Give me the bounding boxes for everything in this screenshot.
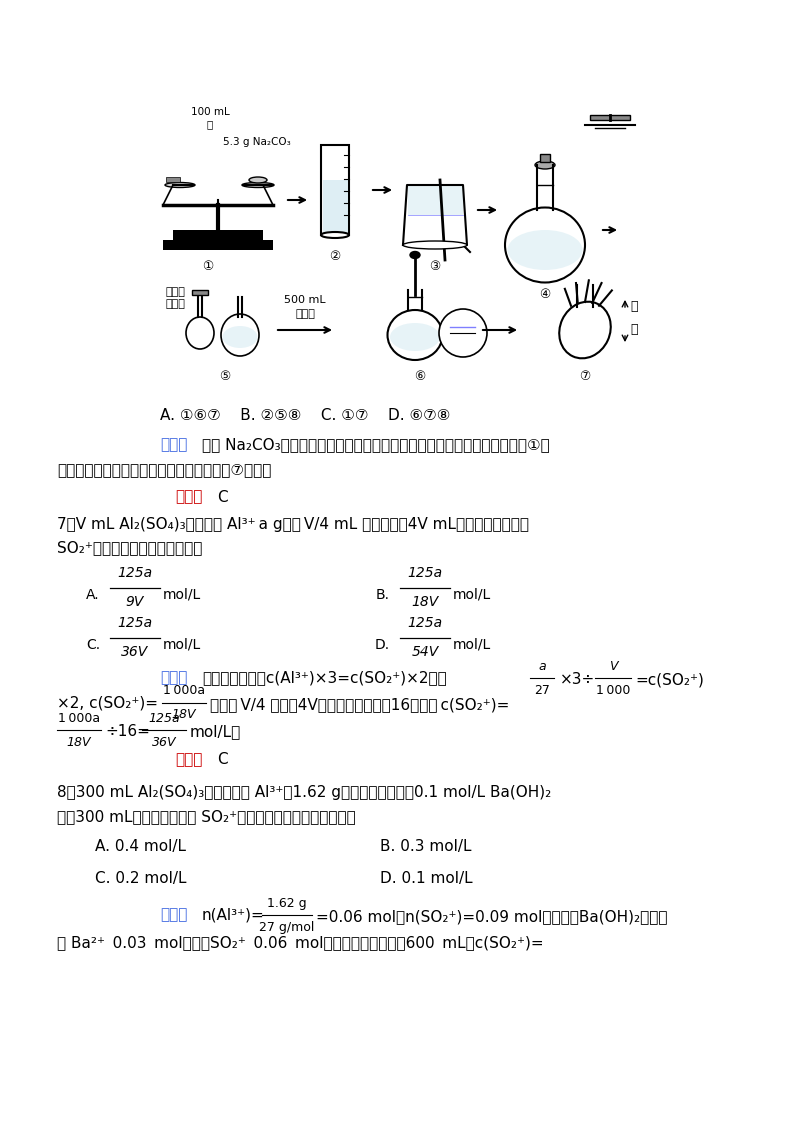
Text: 125a: 125a — [407, 566, 442, 580]
Text: mol/L: mol/L — [453, 638, 491, 652]
Text: mol/L: mol/L — [163, 588, 202, 602]
Text: mol/L。: mol/L。 — [190, 724, 242, 739]
Text: 答案：: 答案： — [175, 489, 202, 505]
Text: B.: B. — [376, 588, 390, 602]
Text: ②: ② — [330, 250, 341, 263]
Text: 36V: 36V — [122, 645, 149, 659]
Ellipse shape — [507, 230, 582, 271]
Text: ×2, c(SO₂⁺)=: ×2, c(SO₂⁺)= — [57, 695, 158, 711]
Bar — [321, 145, 349, 235]
Text: ÷16=: ÷16= — [105, 724, 150, 739]
Ellipse shape — [321, 232, 349, 238]
Text: ⑦: ⑦ — [579, 370, 590, 383]
Text: 500 mL: 500 mL — [284, 295, 326, 305]
Ellipse shape — [165, 182, 195, 188]
Text: 上: 上 — [630, 300, 638, 314]
Text: 1 000a: 1 000a — [163, 685, 205, 697]
Text: ⑥: ⑥ — [414, 370, 426, 383]
Text: C: C — [217, 753, 228, 767]
Ellipse shape — [222, 326, 258, 348]
Text: A. ①⑥⑦    B. ②⑤⑧    C. ①⑦    D. ⑥⑦⑧: A. ①⑥⑦ B. ②⑤⑧ C. ①⑦ D. ⑥⑦⑧ — [160, 408, 450, 422]
Ellipse shape — [403, 241, 467, 249]
Bar — [322, 180, 347, 235]
Text: =0.06 mol，n(SO₂⁺)=0.09 mol。加入的Ba(OH)₂溶液中: =0.06 mol，n(SO₂⁺)=0.09 mol。加入的Ba(OH)₂溶液中 — [316, 909, 667, 925]
Text: a: a — [538, 660, 546, 672]
Text: 1 000a: 1 000a — [58, 712, 100, 724]
Text: 5.3 g Na₂CO₃: 5.3 g Na₂CO₃ — [223, 137, 290, 147]
Text: 27: 27 — [534, 684, 550, 696]
Text: ①: ① — [202, 260, 214, 273]
Text: 54V: 54V — [411, 645, 438, 659]
Text: ×3÷: ×3÷ — [560, 672, 595, 687]
Text: 27 g/mol: 27 g/mol — [259, 920, 314, 934]
Bar — [173, 230, 263, 240]
Text: 125a: 125a — [118, 566, 153, 580]
Text: 下: 下 — [630, 323, 638, 336]
Text: 1.62 g: 1.62 g — [267, 897, 307, 909]
Text: SO₂⁺的物质的量浓度是（　　）: SO₂⁺的物质的量浓度是（ ） — [57, 540, 202, 556]
Ellipse shape — [387, 310, 442, 360]
Text: 18V: 18V — [66, 736, 91, 748]
Text: V: V — [609, 660, 618, 672]
Text: 包含洗: 包含洗 — [165, 288, 185, 297]
Text: 9V: 9V — [126, 595, 144, 609]
Text: mol/L: mol/L — [163, 638, 202, 652]
Ellipse shape — [390, 323, 440, 351]
Ellipse shape — [410, 251, 420, 258]
Bar — [192, 290, 208, 295]
Bar — [163, 240, 273, 250]
Text: 水: 水 — [207, 119, 213, 129]
Text: 解析：: 解析： — [160, 908, 187, 923]
Ellipse shape — [535, 161, 555, 169]
Text: 误；定容时，视线应与凹液面最低处相切，⑦错误。: 误；定容时，视线应与凹液面最低处相切，⑦错误。 — [57, 463, 271, 478]
Text: 解析：: 解析： — [160, 670, 187, 686]
Text: 根据电荷守恒：c(Al³⁺)×3=c(SO₂⁺)×2，得: 根据电荷守恒：c(Al³⁺)×3=c(SO₂⁺)×2，得 — [202, 670, 446, 686]
Text: 涤烧杯: 涤烧杯 — [165, 299, 185, 309]
Text: A. 0.4 mol/L: A. 0.4 mol/L — [95, 840, 186, 855]
Text: C: C — [217, 489, 228, 505]
Text: B. 0.3 mol/L: B. 0.3 mol/L — [380, 840, 471, 855]
Text: C.: C. — [86, 638, 100, 652]
Text: mol/L: mol/L — [453, 588, 491, 602]
Text: 125a: 125a — [118, 616, 153, 631]
Ellipse shape — [242, 182, 274, 188]
Bar — [540, 154, 550, 162]
Ellipse shape — [559, 301, 610, 359]
Text: ④: ④ — [539, 288, 550, 301]
Text: 解析：: 解析： — [160, 437, 187, 453]
Bar — [408, 185, 463, 215]
Text: ，当由 V/4 稿释到4V时，相当于稿释了16倍，则 c(SO₂⁺)=: ，当由 V/4 稿释到4V时，相当于稿释了16倍，则 c(SO₂⁺)= — [210, 697, 510, 712]
Text: 7．V mL Al₂(SO₄)₃溶液中含 Al³⁺ a g，取 V/4 mL 溶液稿释到4V mL，则稿释后溶液中: 7．V mL Al₂(SO₄)₃溶液中含 Al³⁺ a g，取 V/4 mL 溶… — [57, 517, 529, 532]
Ellipse shape — [186, 317, 214, 349]
Ellipse shape — [221, 314, 259, 355]
Text: D. 0.1 mol/L: D. 0.1 mol/L — [380, 871, 473, 885]
Text: C. 0.2 mol/L: C. 0.2 mol/L — [95, 871, 186, 885]
Text: ③: ③ — [430, 260, 441, 273]
Text: ⑤: ⑤ — [219, 370, 230, 383]
Text: n(Al³⁺)=: n(Al³⁺)= — [202, 908, 265, 923]
Text: 100 mL: 100 mL — [190, 108, 230, 117]
Text: 溶液300 mL，反应后溶液中 SO₂⁺的物质的量浓度约为（　　）: 溶液300 mL，反应后溶液中 SO₂⁺的物质的量浓度约为（ ） — [57, 809, 356, 824]
Circle shape — [439, 309, 487, 357]
Text: 125a: 125a — [148, 712, 180, 724]
Text: 答案：: 答案： — [175, 753, 202, 767]
Text: =c(SO₂⁺): =c(SO₂⁺) — [635, 672, 704, 687]
Text: 称量 Na₂CO₃固体时，应将被称量物放在托盘天平的左盘，砲码放在右盘，①错: 称量 Na₂CO₃固体时，应将被称量物放在托盘天平的左盘，砲码放在右盘，①错 — [202, 437, 550, 453]
Text: 1 000: 1 000 — [596, 684, 630, 696]
Bar — [166, 177, 180, 182]
Text: D.: D. — [375, 638, 390, 652]
Text: 8．300 mL Al₂(SO₄)₃溶液中，含 Al³⁺为1.62 g，在该溶液中加入0.1 mol/L Ba(OH)₂: 8．300 mL Al₂(SO₄)₃溶液中，含 Al³⁺为1.62 g，在该溶液… — [57, 784, 551, 799]
Text: A.: A. — [86, 588, 100, 602]
Text: 36V: 36V — [152, 736, 176, 748]
Ellipse shape — [505, 207, 585, 283]
Text: 18V: 18V — [411, 595, 438, 609]
Text: 125a: 125a — [407, 616, 442, 631]
Text: 容量瓶: 容量瓶 — [295, 309, 315, 319]
Text: 18V: 18V — [172, 709, 196, 721]
FancyBboxPatch shape — [590, 115, 630, 120]
Ellipse shape — [249, 177, 267, 183]
Text: 含 Ba²⁺ 0.03 mol，剩余SO₂⁺ 0.06 mol，此时溶液的体积为600 mL，c(SO₂⁺)=: 含 Ba²⁺ 0.03 mol，剩余SO₂⁺ 0.06 mol，此时溶液的体积为… — [57, 935, 544, 951]
